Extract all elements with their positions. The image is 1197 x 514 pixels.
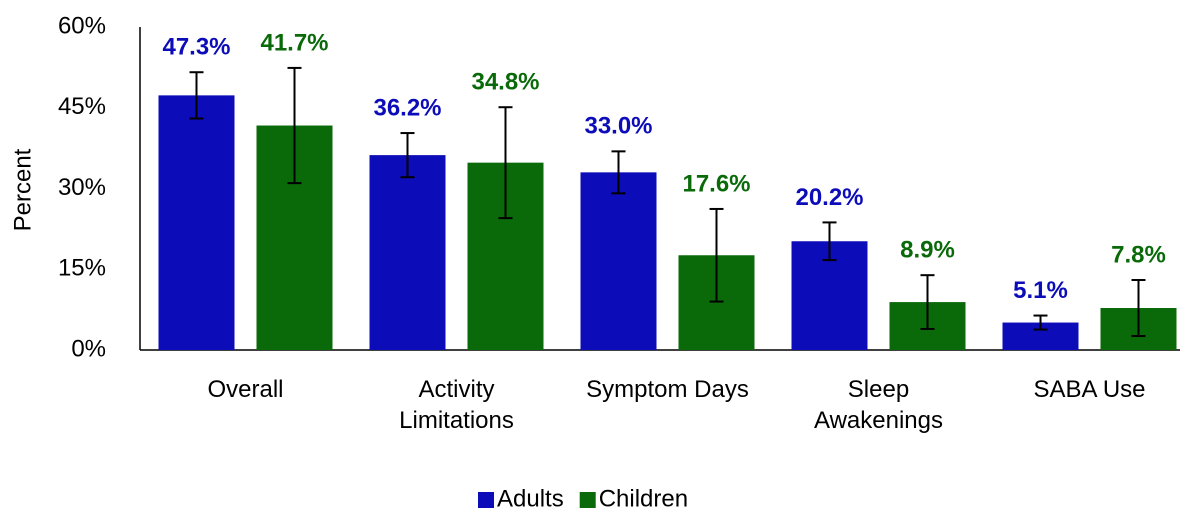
value-label: 36.2% — [373, 94, 441, 121]
bar — [369, 155, 446, 350]
value-label: 8.9% — [900, 237, 955, 264]
error-bar — [1033, 314, 1048, 331]
value-label: 47.3% — [162, 34, 230, 61]
y-axis-title: Percent — [9, 148, 36, 231]
value-label: 5.1% — [1013, 277, 1068, 304]
y-tick-label: 45% — [58, 93, 106, 120]
value-label: 7.8% — [1111, 241, 1166, 268]
legend-swatch — [478, 492, 494, 508]
error-bar — [920, 274, 935, 331]
bar — [580, 172, 657, 350]
x-tick-label: Sleep Awakenings — [814, 376, 943, 434]
error-bar — [822, 221, 837, 262]
y-tick-label: 0% — [71, 335, 106, 362]
legend-swatch — [579, 492, 596, 508]
y-tick-label: 30% — [58, 174, 106, 201]
x-tick-label: Overall — [207, 376, 284, 403]
x-tick-label: Symptom Days — [586, 376, 749, 403]
value-label: 17.6% — [682, 170, 750, 197]
bar — [158, 95, 235, 350]
error-bar — [189, 71, 204, 120]
x-tick-label: SABA Use — [1033, 376, 1146, 403]
value-label: 41.7% — [260, 29, 328, 56]
error-bar — [498, 106, 513, 220]
error-bar — [611, 150, 626, 195]
error-bar — [1131, 279, 1146, 338]
value-label: 34.8% — [471, 69, 539, 96]
error-bar — [287, 66, 302, 185]
legend-label: Children — [599, 485, 688, 512]
value-label: 33.0% — [584, 113, 652, 140]
legend-label: Adults — [497, 485, 564, 512]
error-bar — [400, 132, 415, 179]
value-label: 20.2% — [795, 184, 863, 211]
x-tick-label: Activity Limitations — [399, 376, 514, 434]
error-bar — [709, 207, 724, 303]
y-tick-label: 60% — [58, 12, 106, 39]
y-tick-label: 15% — [58, 255, 106, 282]
